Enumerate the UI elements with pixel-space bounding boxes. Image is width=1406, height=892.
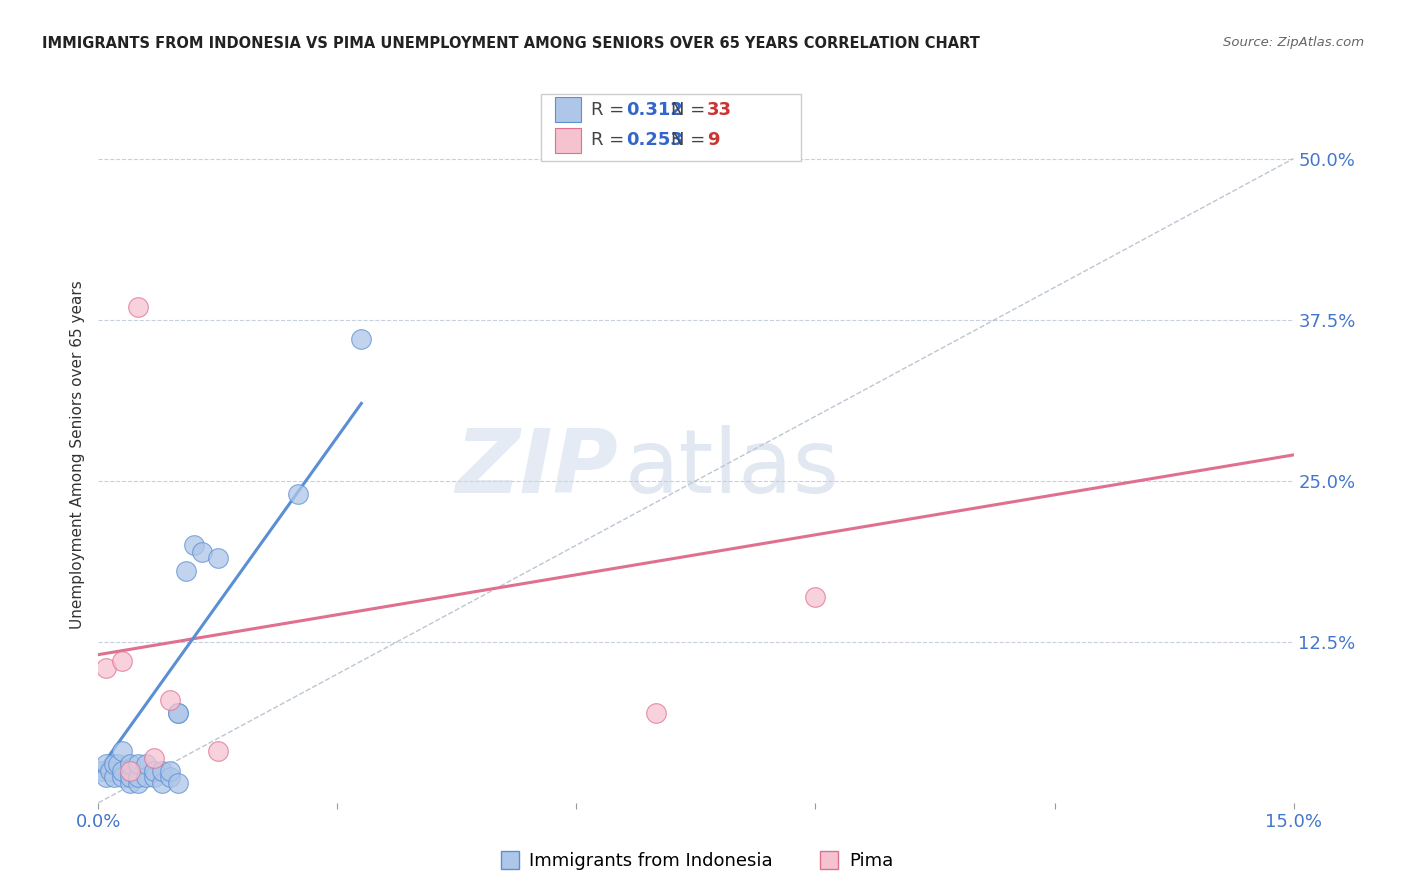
Point <box>107 757 129 772</box>
Point <box>111 764 134 778</box>
Point <box>103 757 125 772</box>
Point <box>111 654 134 668</box>
Text: 33: 33 <box>707 101 733 119</box>
Text: atlas: atlas <box>624 425 839 512</box>
Point <box>167 706 190 720</box>
Point <box>96 660 118 674</box>
Point <box>150 776 173 790</box>
Point <box>159 764 181 778</box>
Point <box>135 770 157 784</box>
Text: Source: ZipAtlas.com: Source: ZipAtlas.com <box>1223 36 1364 49</box>
Point <box>127 300 149 314</box>
Point <box>167 776 190 790</box>
Point <box>287 486 309 500</box>
Point <box>167 706 190 720</box>
Legend: Immigrants from Indonesia, Pima: Immigrants from Indonesia, Pima <box>492 845 900 877</box>
Point <box>191 544 214 558</box>
Point <box>174 564 197 578</box>
Point <box>159 770 181 784</box>
Point <box>120 764 142 778</box>
Point <box>103 770 125 784</box>
Text: 0.253: 0.253 <box>626 131 682 149</box>
Text: R =: R = <box>591 101 630 119</box>
Point <box>207 744 229 758</box>
Point <box>127 757 149 772</box>
Point <box>96 757 118 772</box>
Text: IMMIGRANTS FROM INDONESIA VS PIMA UNEMPLOYMENT AMONG SENIORS OVER 65 YEARS CORRE: IMMIGRANTS FROM INDONESIA VS PIMA UNEMPL… <box>42 36 980 51</box>
Point <box>143 764 166 778</box>
Text: R =: R = <box>591 131 630 149</box>
Text: N =: N = <box>671 131 710 149</box>
Point <box>143 750 166 764</box>
Point <box>111 770 134 784</box>
Text: 0.312: 0.312 <box>626 101 682 119</box>
Point <box>120 770 142 784</box>
Point <box>207 551 229 566</box>
Point <box>645 706 668 720</box>
Point <box>183 538 205 552</box>
Point <box>159 692 181 706</box>
Point <box>120 776 142 790</box>
Point <box>804 590 827 604</box>
Point <box>120 757 142 772</box>
Text: N =: N = <box>671 101 710 119</box>
Point <box>350 332 373 346</box>
Point <box>111 744 134 758</box>
Point <box>135 757 157 772</box>
Point <box>98 764 122 778</box>
Point <box>127 770 149 784</box>
Text: 9: 9 <box>707 131 720 149</box>
Point <box>91 764 114 778</box>
Point <box>96 770 118 784</box>
Y-axis label: Unemployment Among Seniors over 65 years: Unemployment Among Seniors over 65 years <box>69 281 84 629</box>
Point <box>143 770 166 784</box>
Text: ZIP: ZIP <box>456 425 619 512</box>
Point <box>127 776 149 790</box>
Point <box>150 764 173 778</box>
